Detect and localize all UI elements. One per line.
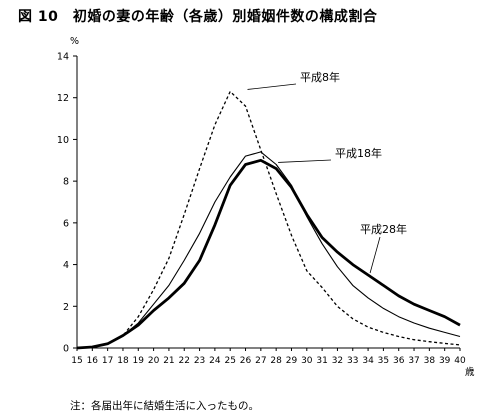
y-tick-label: 14 bbox=[57, 52, 69, 63]
x-tick-label: 30 bbox=[301, 356, 313, 366]
x-tick-label: 24 bbox=[209, 356, 221, 366]
footnote: 注：各届出年に結婚生活に入ったもの。 bbox=[70, 400, 259, 412]
y-tick-label: 10 bbox=[57, 135, 69, 146]
x-tick-label: 27 bbox=[255, 356, 266, 366]
x-tick-label: 23 bbox=[194, 356, 205, 366]
y-tick-label: 8 bbox=[63, 177, 69, 188]
x-tick-label: 34 bbox=[362, 356, 374, 366]
y-tick-label: 0 bbox=[63, 344, 69, 355]
series-lines bbox=[76, 90, 461, 350]
series-label-2: 平成18年 bbox=[335, 146, 382, 160]
y-tick-label: 12 bbox=[57, 93, 69, 104]
x-tick-label: 15 bbox=[71, 356, 82, 366]
chart-title: 図 10 初婚の妻の年齢（各歳）別婚姻件数の構成割合 bbox=[18, 9, 378, 25]
x-tick-label: 19 bbox=[133, 356, 145, 366]
series-line-2 bbox=[76, 151, 461, 349]
x-tick-label: 38 bbox=[424, 356, 436, 366]
x-tick-label: 16 bbox=[87, 356, 99, 366]
y-axis-unit: % bbox=[70, 36, 79, 47]
x-tick-label: 35 bbox=[378, 356, 389, 366]
x-tick-label: 36 bbox=[393, 356, 405, 366]
y-tick-label: 4 bbox=[63, 260, 69, 271]
series-pointer-3 bbox=[369, 236, 381, 274]
y-tick-label: 2 bbox=[63, 302, 69, 313]
x-tick-label: 37 bbox=[408, 356, 419, 366]
x-tick-label: 29 bbox=[286, 356, 298, 366]
series-line-3 bbox=[76, 158, 461, 350]
x-tick-label: 40 bbox=[454, 356, 466, 366]
y-tick-label: 6 bbox=[63, 218, 69, 229]
series-pointer-1 bbox=[247, 83, 297, 90]
series-label-1: 平成8年 bbox=[300, 70, 340, 84]
x-tick-label: 17 bbox=[102, 356, 113, 366]
x-tick-label: 33 bbox=[347, 356, 358, 366]
x-axis-unit: 歳 bbox=[465, 366, 475, 378]
x-tick-label: 20 bbox=[148, 356, 160, 366]
x-tick-label: 22 bbox=[179, 356, 190, 366]
x-tick-label: 18 bbox=[117, 356, 129, 366]
x-tick-label: 26 bbox=[240, 356, 252, 366]
series-label-3: 平成28年 bbox=[360, 222, 407, 236]
series-line-1 bbox=[76, 90, 461, 349]
series-pointer-2 bbox=[278, 159, 332, 163]
x-tick-label: 39 bbox=[439, 356, 451, 366]
x-tick-label: 28 bbox=[270, 356, 282, 366]
x-tick-label: 32 bbox=[332, 356, 343, 366]
x-tick-label: 25 bbox=[224, 356, 235, 366]
x-tick-label: 21 bbox=[163, 356, 174, 366]
x-tick-label: 31 bbox=[316, 356, 327, 366]
